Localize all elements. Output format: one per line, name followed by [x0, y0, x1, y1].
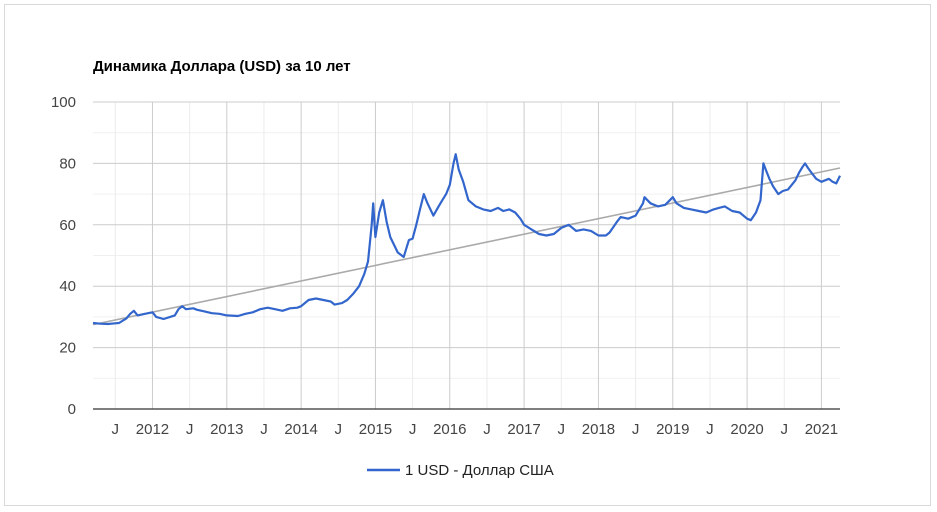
- y-tick-label: 60: [59, 217, 76, 234]
- x-tick-label: 2020: [730, 421, 763, 438]
- x-tick-label: J: [260, 421, 268, 438]
- x-tick-label: J: [483, 421, 491, 438]
- y-tick-label: 20: [59, 340, 76, 357]
- x-tick-label: J: [409, 421, 417, 438]
- x-tick-label: J: [335, 421, 343, 438]
- y-tick-label: 100: [51, 94, 76, 111]
- x-tick-label: 2012: [136, 421, 169, 438]
- trend-line: [92, 167, 841, 326]
- y-tick-label: 40: [59, 278, 76, 295]
- y-tick-label: 0: [68, 401, 76, 418]
- x-tick-label: 2018: [582, 421, 615, 438]
- x-tick-label: 2019: [656, 421, 689, 438]
- x-tick-label: 2013: [210, 421, 243, 438]
- x-tick-label: J: [706, 421, 714, 438]
- y-tick-label: 80: [59, 155, 76, 172]
- legend-label: 1 USD - Доллар США: [405, 462, 554, 479]
- x-tick-label: J: [186, 421, 194, 438]
- x-tick-label: 2016: [433, 421, 466, 438]
- x-tick-label: J: [632, 421, 640, 438]
- x-tick-label: J: [781, 421, 789, 438]
- x-tick-label: J: [558, 421, 566, 438]
- usd-rate-line: [92, 153, 841, 326]
- x-tick-label: 2021: [805, 421, 838, 438]
- x-tick-label: 2017: [507, 421, 540, 438]
- chart-title: Динамика Доллара (USD) за 10 лет: [93, 58, 351, 75]
- x-tick-label: J: [112, 421, 120, 438]
- x-tick-label: 2015: [359, 421, 392, 438]
- x-tick-label: 2014: [284, 421, 317, 438]
